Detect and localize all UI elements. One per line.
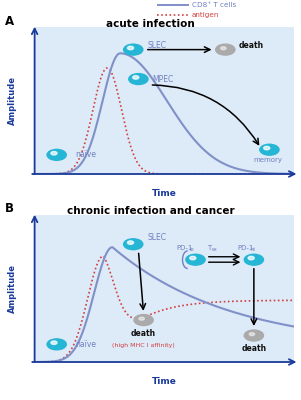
Text: naïve: naïve [75,340,96,349]
Text: death: death [241,344,266,352]
Circle shape [244,254,263,265]
Text: chronic infection and cancer: chronic infection and cancer [67,206,234,216]
Text: Amplitude: Amplitude [8,264,17,313]
Text: PD-1: PD-1 [237,245,253,251]
Circle shape [127,241,134,244]
Circle shape [124,44,143,55]
Circle shape [129,74,148,84]
Circle shape [249,333,255,336]
Text: (high MHC I affinity): (high MHC I affinity) [112,342,175,348]
Circle shape [124,239,143,250]
Circle shape [134,315,153,326]
Text: ex: ex [212,247,218,252]
Circle shape [186,254,205,265]
Text: hi: hi [250,247,255,252]
Text: PD-1: PD-1 [176,245,192,251]
Text: Amplitude: Amplitude [8,76,17,125]
Text: antigen: antigen [192,12,219,18]
Text: lo: lo [189,247,194,252]
Text: death: death [131,329,156,338]
Circle shape [244,330,263,341]
Text: SLEC: SLEC [147,41,166,50]
Circle shape [51,152,57,155]
Text: memory: memory [254,157,283,163]
Circle shape [139,317,144,320]
Circle shape [133,76,139,79]
Circle shape [248,256,254,260]
Text: T: T [207,245,211,251]
Circle shape [264,146,270,150]
Text: CD8⁺ T cells: CD8⁺ T cells [192,2,236,8]
Text: Time: Time [152,377,177,386]
Text: naïve: naïve [75,150,96,159]
Circle shape [47,150,66,160]
Text: acute infection: acute infection [106,19,195,29]
Circle shape [260,144,279,155]
Text: A: A [5,15,14,28]
Circle shape [216,44,235,55]
Circle shape [190,256,196,260]
Circle shape [221,47,226,50]
Text: B: B [5,202,14,215]
Circle shape [47,339,66,350]
Circle shape [127,46,134,50]
Text: death: death [239,42,264,50]
Text: MPEC: MPEC [153,74,174,84]
Circle shape [51,341,57,344]
Text: SLEC: SLEC [147,233,166,242]
Text: Time: Time [152,189,177,198]
